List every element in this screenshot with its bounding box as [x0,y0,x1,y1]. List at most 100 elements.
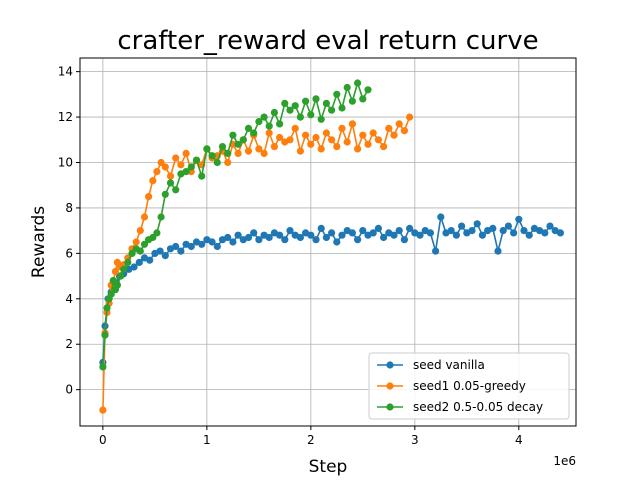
data-point [374,224,382,232]
data-point [354,79,362,87]
data-point [406,113,414,121]
data-point [359,227,367,235]
y-tick-label: 6 [65,246,73,260]
data-point [130,263,138,271]
data-point [120,265,128,273]
data-point [270,108,278,117]
data-point [166,179,175,187]
data-point [348,97,356,105]
data-point [338,104,346,112]
data-point [260,149,268,157]
data-point [250,129,258,137]
data-point [348,120,356,128]
data-point [385,124,393,132]
data-point [286,106,294,114]
data-point [182,149,190,157]
x-tick-label: 2 [307,433,315,447]
series-group [99,79,565,414]
data-point [270,143,278,151]
y-axis-label: Rewards [29,206,49,278]
legend-swatch-marker [386,361,394,369]
y-tick-label: 0 [65,383,73,397]
data-point [354,145,362,153]
data-point [447,227,455,235]
data-point [109,277,117,285]
data-point [395,227,403,235]
data-point [177,247,185,255]
data-point [135,258,143,266]
data-point [198,240,206,248]
plot-frame [79,57,577,427]
data-point [395,120,403,128]
data-point [224,233,232,242]
data-point [343,83,351,92]
data-point [113,281,121,289]
data-point [244,124,253,132]
legend-swatch-marker [386,403,394,411]
y-tick-label: 10 [58,155,73,169]
data-point [509,229,518,237]
data-point [265,233,273,242]
x-tick-label: 0 [99,433,107,447]
data-point [172,242,180,251]
data-point [307,140,315,148]
legend: seed vanilla seed1 0.05-greedy seed2 0.5-0… [368,352,570,420]
data-point [136,247,144,255]
data-point [187,163,195,171]
data-point [124,258,132,266]
data-point [161,252,169,260]
data-point [276,231,284,239]
data-point [234,140,242,148]
data-point [426,229,434,237]
data-point [203,145,211,153]
data-point [111,267,119,276]
data-point [333,238,341,246]
data-point [107,290,115,298]
series-1 [99,213,565,366]
data-point [99,363,107,371]
data-point [296,233,304,242]
data-point [218,143,227,151]
data-point [234,149,242,157]
data-point [489,224,497,232]
data-point [328,229,336,237]
data-point [390,131,398,139]
data-point [157,213,165,221]
data-point [177,161,185,169]
data-point [117,272,125,280]
data-point [343,138,351,146]
data-point [244,147,253,155]
data-point [322,233,330,242]
data-point [494,247,502,255]
data-point [432,247,440,255]
data-point [244,233,253,242]
data-point [312,95,320,103]
data-point [348,229,356,237]
data-point [546,222,554,230]
data-point [156,247,164,255]
series-3 [99,79,372,371]
data-point [317,145,325,153]
data-point [364,86,372,94]
data-point [250,229,258,237]
chart-title: crafter_reward eval return curve [117,26,538,56]
data-point [322,99,330,107]
data-point [260,113,268,121]
y-tick-label: 8 [65,201,73,215]
data-point [504,222,512,230]
data-point [255,145,263,153]
data-point [359,131,367,139]
x-axis-offset-label: 1e6 [553,454,576,468]
data-point [276,133,284,142]
data-point [296,113,304,121]
data-point [140,213,149,221]
data-point [406,224,414,232]
data-point [255,118,263,126]
data-point [101,331,109,339]
data-point [338,231,346,239]
data-point [172,186,180,194]
data-point [338,124,346,132]
data-point [166,172,175,180]
data-point [556,229,565,237]
